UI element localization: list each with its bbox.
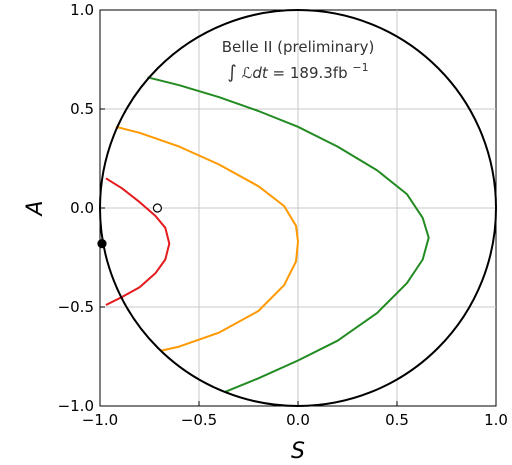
curves [105, 76, 430, 394]
markers [97, 203, 163, 249]
annotation-math: ℒdt [242, 64, 269, 82]
contour-curve-0 [105, 177, 171, 306]
y-tick-label-1: −0.5 [58, 298, 94, 316]
annotation-superscript: −1 [352, 61, 368, 74]
x-tick-label-3: 0.5 [385, 411, 409, 429]
y-tick-label-2: 0.0 [70, 199, 94, 217]
y-tick-label-0: −1.0 [58, 397, 94, 415]
filled-marker-1 [97, 239, 107, 249]
annotation-equality: = 189.3fb [273, 64, 348, 82]
integral-symbol: ∫ [227, 62, 236, 83]
y-tick-label-3: 0.5 [70, 100, 94, 118]
x-tick-label-2: 0.0 [286, 411, 310, 429]
x-axis-label: S [291, 439, 305, 464]
contour-curve-2 [147, 76, 430, 394]
x-tick-label-4: 1.0 [484, 411, 508, 429]
x-tick-label-0: −1.0 [82, 411, 118, 429]
open-marker-0 [152, 203, 163, 213]
annotation-line-2: ∫ ℒdt = 189.3fb −1 [227, 61, 368, 83]
tick-labels: −1.0 −0.5 0.0 0.5 1.0 −1.0 −0.5 0.0 0.5 1.0 [58, 1, 508, 429]
y-axis-label: A [23, 200, 48, 217]
y-tick-label-4: 1.0 [70, 1, 94, 19]
x-tick-label-1: −0.5 [181, 411, 217, 429]
contour-curve-1 [115, 125, 299, 352]
annotation-line-1: Belle II (preliminary) [222, 38, 375, 56]
